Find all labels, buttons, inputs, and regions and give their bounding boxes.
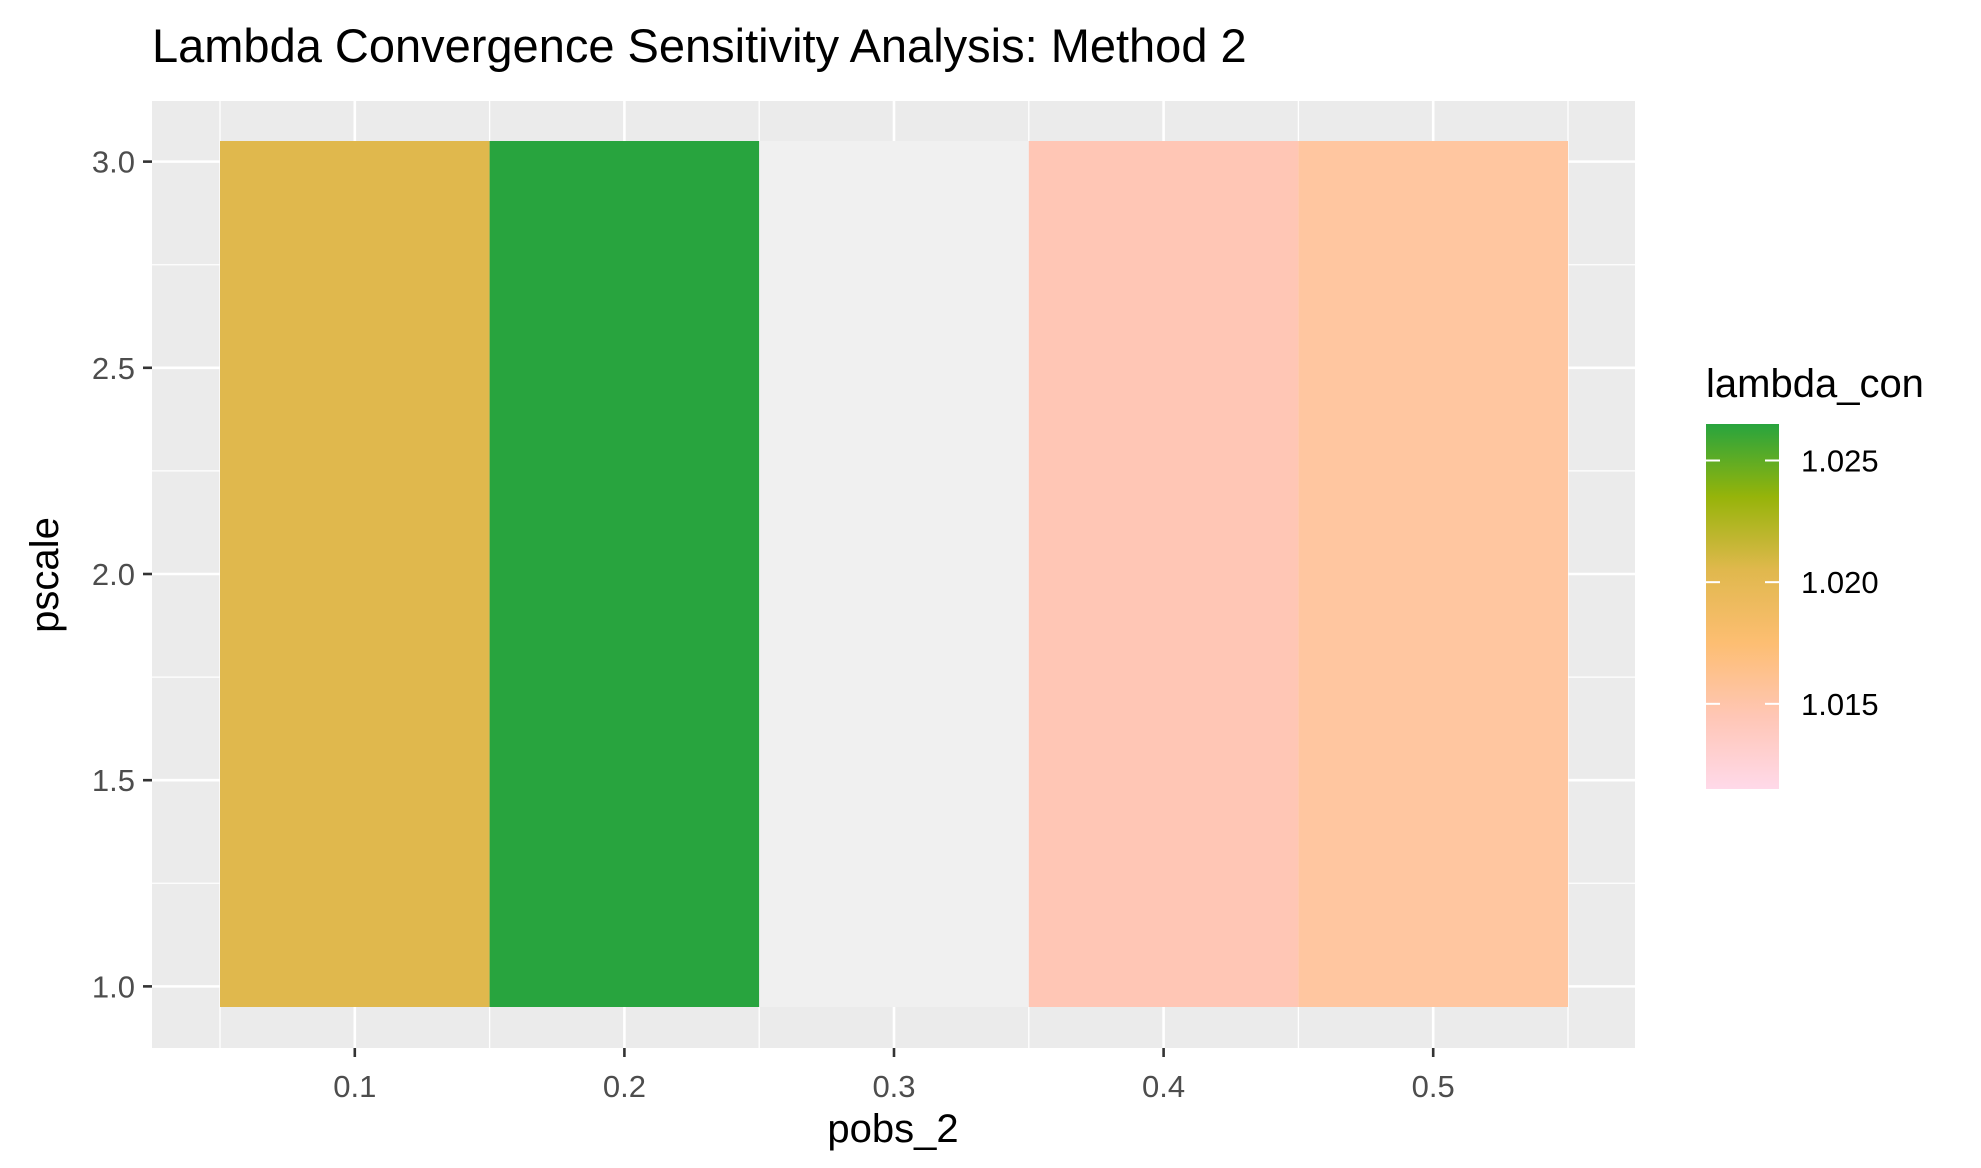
heatmap-tile [220,141,490,1007]
tiles [220,141,1568,1007]
x-tick-label: 0.1 [333,1069,376,1104]
heatmap-tile [1028,141,1299,1007]
legend: lambda_con 1.015 1.020 1.025 [1706,362,1924,789]
y-tick-label: 2.0 [92,557,135,592]
legend-colorbar [1706,424,1779,789]
x-tick-label: 0.5 [1412,1069,1455,1104]
x-tick-label: 0.4 [1142,1069,1185,1104]
y-tick-label: 2.5 [92,351,135,386]
x-axis: 0.1 0.2 0.3 0.4 0.5 [333,1048,1455,1104]
legend-break-label: 1.025 [1801,444,1879,479]
legend-break-label: 1.015 [1801,687,1879,722]
x-tick-label: 0.3 [872,1069,915,1104]
legend-break-label: 1.020 [1801,565,1879,600]
y-tick-label: 1.0 [92,969,135,1004]
x-axis-title: pobs_2 [827,1107,958,1151]
chart-title: Lambda Convergence Sensitivity Analysis:… [152,19,1247,72]
y-tick-label: 3.0 [92,145,135,180]
y-axis: 1.0 1.5 2.0 2.5 3.0 [92,145,152,1004]
heatmap-tile [489,141,760,1007]
legend-title: lambda_con [1706,362,1924,406]
y-tick-label: 1.5 [92,763,135,798]
y-axis-title: pscale [23,517,67,633]
legend-ticks: 1.015 1.020 1.025 [1706,444,1879,722]
heatmap-tile [1298,141,1568,1007]
heatmap-tile [759,141,1029,1007]
x-tick-label: 0.2 [603,1069,646,1104]
